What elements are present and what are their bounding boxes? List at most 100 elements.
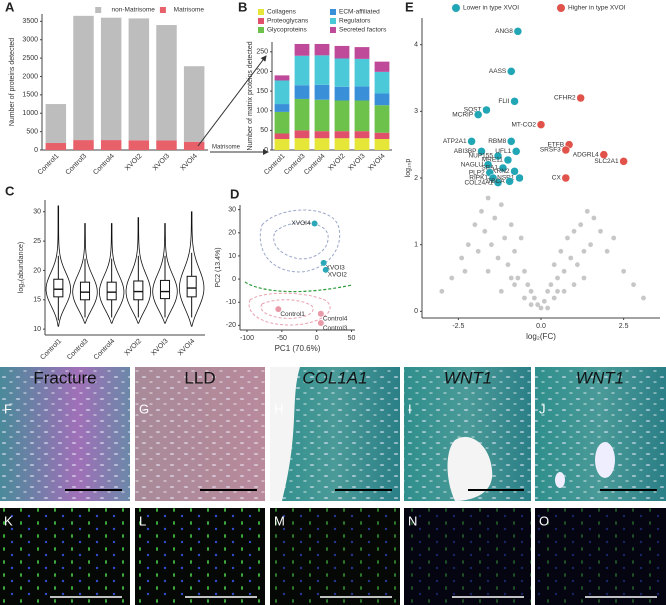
point	[485, 195, 491, 201]
point	[311, 220, 318, 227]
x-tick-label: Control4	[93, 338, 117, 362]
violin	[72, 223, 98, 324]
point	[555, 288, 560, 294]
violin	[45, 205, 72, 327]
x-tick-label: XVOI3	[150, 338, 170, 358]
point-label: XVOI2	[328, 272, 348, 279]
box	[106, 281, 117, 301]
bar-segment	[156, 25, 177, 141]
y-tick-label: 10	[33, 326, 41, 333]
point	[508, 275, 514, 281]
bar-segment	[334, 86, 350, 101]
point-label: ADGRL4	[573, 151, 599, 158]
point-label: PLP2	[469, 169, 485, 176]
highlight-point	[483, 160, 493, 169]
y-tick-label: 15	[33, 297, 41, 304]
y-tick-label: 1500	[22, 92, 38, 99]
highlight-point	[511, 147, 521, 156]
bar-segment	[45, 104, 67, 144]
legend-label: Matrisome	[174, 7, 205, 14]
bar-segment	[374, 61, 390, 72]
x-tick-label: 2.5	[619, 323, 629, 330]
panel-letter: K	[4, 513, 13, 528]
y-axis-title: Number of proteins detected	[9, 38, 16, 126]
image-labels: F G H I J K L M N O Fracture LLD COL1A1 …	[4, 368, 624, 528]
point-label: SOST	[464, 107, 482, 114]
y-axis-title: PC2 (13.4%)	[215, 247, 222, 287]
point	[571, 282, 577, 288]
y-tick-label: 0	[414, 308, 418, 315]
x-tick-label: -100	[240, 335, 254, 342]
legend-label: Collagens	[267, 9, 297, 16]
x-tick-label: XVOI2	[124, 153, 144, 173]
legend-swatch	[330, 27, 336, 33]
x-tick-label: Control1	[37, 153, 61, 177]
point	[472, 222, 478, 228]
point	[317, 320, 324, 327]
point	[482, 228, 488, 234]
bar-segment	[183, 141, 205, 150]
bar-segment	[73, 15, 94, 141]
y-tick-label: 25	[33, 238, 41, 245]
bar-segment	[128, 140, 150, 150]
bar-segment	[334, 58, 350, 87]
highlight-point	[513, 27, 523, 36]
point-label: AASS	[489, 68, 507, 75]
y-tick-label: 100	[256, 108, 268, 115]
bar-segment	[314, 99, 330, 132]
box	[79, 281, 91, 301]
y-tick-label: 200	[256, 68, 268, 75]
point-label: FLII	[498, 98, 509, 105]
bar-segment	[314, 55, 330, 85]
point-label: NUP155	[468, 153, 493, 160]
point	[565, 235, 570, 241]
legend-label: Regulators	[339, 18, 371, 25]
point	[449, 275, 455, 281]
bar-segment	[374, 71, 390, 94]
y-axis-title: Number of matrix proteins detected	[247, 41, 254, 150]
y-tick-label: 0	[34, 147, 38, 154]
point	[515, 275, 521, 281]
y-tick-label: 30	[33, 209, 41, 216]
point	[498, 288, 504, 294]
bar-segment	[354, 47, 370, 59]
y-tick-label: 2	[414, 175, 418, 182]
panel-letter: L	[139, 513, 146, 528]
x-tick-label: Control4	[303, 153, 327, 177]
image-title: LLD	[184, 368, 215, 387]
x-tick-label: 50	[348, 335, 356, 342]
annotation: Matrisome	[212, 145, 241, 151]
point	[551, 295, 557, 301]
x-tick-label: Control1	[39, 338, 63, 362]
point	[505, 262, 511, 268]
bar-segment	[274, 111, 290, 134]
x-tick-label: 0.0	[536, 323, 546, 330]
highlight-point	[503, 155, 513, 165]
y-tick-label: 1000	[22, 110, 38, 117]
y-tick-label: 3000	[22, 37, 38, 44]
point	[561, 288, 567, 294]
point	[541, 298, 547, 304]
point	[495, 255, 501, 261]
x-tick-label: -2.5	[452, 323, 464, 330]
bar-segment	[334, 45, 350, 59]
point-label: SBA1	[481, 165, 498, 172]
point-label: XVOI3	[326, 265, 346, 272]
bar-segment	[334, 131, 350, 139]
x-tick-label: XVOI4	[179, 153, 199, 173]
point-label: MT-CO2	[511, 121, 536, 128]
x-tick-label: XVOI4	[177, 338, 197, 358]
bar-segment	[354, 138, 370, 150]
highlight-point	[510, 167, 519, 176]
highlight-point	[510, 97, 519, 106]
legend-swatch	[159, 7, 166, 13]
bar-segment	[274, 80, 290, 105]
y-tick-label: 150	[256, 88, 268, 95]
bar-segment	[183, 66, 205, 142]
bar-segment	[294, 55, 310, 86]
point	[528, 302, 534, 308]
panel-letter: N	[408, 513, 417, 528]
highlight-point	[507, 137, 516, 146]
point-label: ABI3BP	[454, 148, 477, 155]
panel-letter: B	[238, 0, 247, 14]
